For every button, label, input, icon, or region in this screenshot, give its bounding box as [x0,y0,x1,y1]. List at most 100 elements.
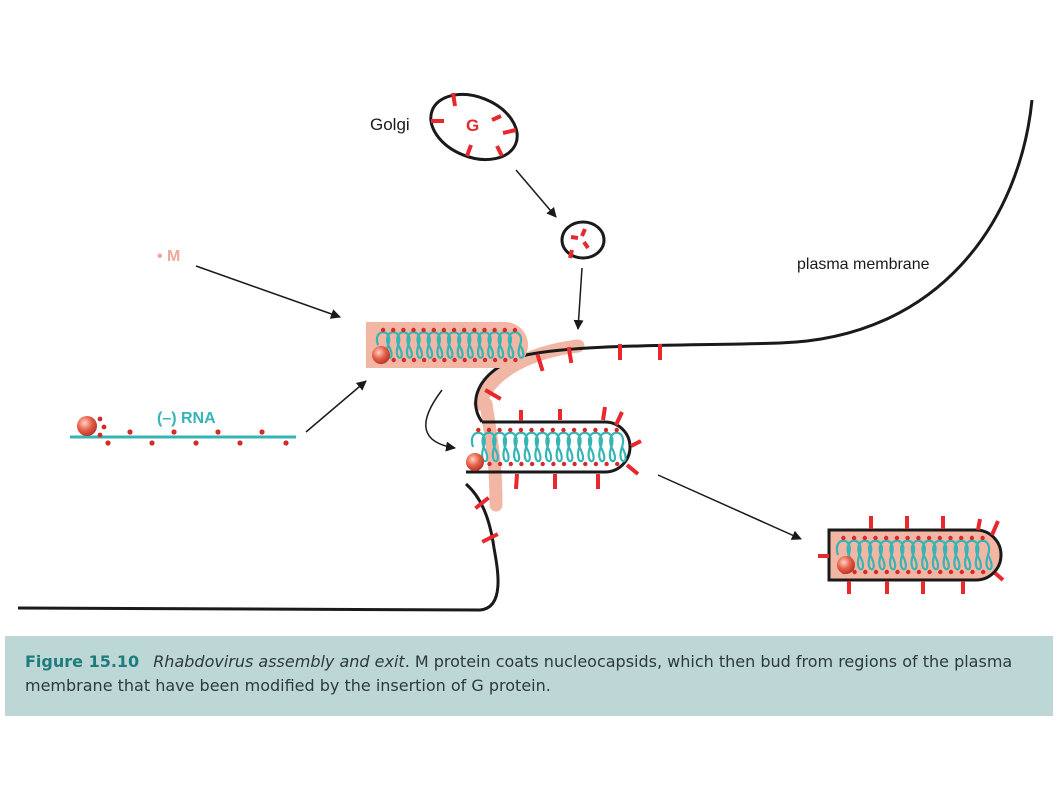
m-protein-dot [948,569,954,575]
m-protein-dot [614,427,619,433]
m-protein-dot [512,327,518,333]
m-protein-dot [540,427,545,433]
m-protein-dot [462,327,467,333]
m-protein-dot [884,535,889,541]
m-protein-dot [451,327,457,333]
m-protein-dot [529,427,534,433]
m-protein-dot [561,461,567,467]
rna-coil [470,431,627,463]
polymerase-icon [837,556,855,574]
m-protein-dot [508,427,513,433]
m-protein-dot [432,357,437,363]
m-protein-dot [519,461,524,467]
m-protein-dot [550,427,555,433]
m-protein-dot [411,357,417,363]
m-protein-dot [551,461,556,467]
m-protein-dot [583,461,588,467]
caption-text: . M protein coats nucleocapsids, which t… [25,652,1013,695]
m-protein-dot [442,357,447,363]
m-protein-dot [472,357,478,363]
rna-genome [70,416,296,446]
m-protein-dot [502,327,507,333]
m-protein-dot [851,535,857,541]
m-protein-dot [497,461,503,467]
m-protein-dot [873,569,879,575]
m-protein-dot [905,535,910,541]
m-protein-dot [571,427,577,433]
m-protein-dot [472,327,477,333]
m-protein-dot [852,569,857,575]
polymerase-icon [466,453,484,471]
m-protein-dot [862,535,867,541]
m-protein-dot [937,535,942,541]
m-protein-dot [529,461,535,467]
m-protein-dot [431,327,436,333]
pathway-arrows [195,169,802,540]
nucleocapsid-m-coated [366,322,528,368]
budding-nucleocapsid [466,406,642,490]
m-protein-dot [948,535,953,541]
m-protein-dot [441,327,447,333]
m-protein-dot [970,569,975,575]
m-protein-dot [561,427,566,433]
m-protein-dot [959,535,964,541]
m-protein-dot [503,357,508,363]
m-protein-dot [906,569,911,575]
polymerase-icon [372,346,390,364]
m-protein-dot [421,327,426,333]
m-protein-dot [508,461,513,467]
m-protein-dot [482,357,488,363]
m-protein-dot [540,461,545,467]
m-protein-dot [863,569,868,575]
m-protein-dot [593,461,599,467]
m-protein-dot [604,461,609,467]
m-protein-dot [894,535,900,541]
m-protein-dot [841,535,846,541]
m-protein-dot [603,427,609,433]
m-protein-dot [969,535,975,541]
m-protein-dot [615,461,620,467]
m-protein-dot [873,535,878,541]
m-protein-dot [938,569,943,575]
m-protein-dot [884,569,889,575]
m-protein-dot [462,357,467,363]
m-protein-dot [916,569,922,575]
m-protein-dot [452,357,457,363]
m-protein-dot [497,427,502,433]
m-protein-dot [492,357,498,363]
m-protein-dot [486,427,492,433]
m-protein-dot [476,427,481,433]
m-protein-dot [482,327,487,333]
m-protein-dot [980,535,985,541]
membrane-g-proteins [474,344,662,544]
m-protein-label: • M [157,248,180,265]
m-protein-dot [380,327,386,333]
m-protein-dot [518,427,524,433]
plasma-membrane-label: plasma membrane [797,256,930,273]
m-protein-dot [421,357,427,363]
m-protein-dot [411,327,416,333]
rna-label: (–) RNA [157,410,216,427]
m-protein-dot [916,535,921,541]
golgi-label: Golgi [370,115,410,134]
figure-caption: Figure 15.10 Rhabdovirus assembly and exi… [5,636,1053,716]
g-protein-label: G [466,116,479,135]
rna-coil [375,331,525,359]
m-protein-dot [391,327,396,333]
m-protein-dot [401,357,407,363]
transport-vesicle [560,220,606,260]
polymerase-icon [77,416,97,436]
rna-coil [835,539,993,571]
m-protein-dot [487,461,492,467]
m-protein-dot [927,569,932,575]
m-protein-dot [572,461,577,467]
m-protein-dot [926,535,932,541]
assembly-diagram: G Golgi • M (–) RNA [17,92,1034,612]
figure-number: Figure 15.10 [25,652,140,671]
m-protein-dot [981,569,986,575]
m-protein-dot [593,427,598,433]
plasma-membrane [17,99,1034,612]
golgi-vesicle: G [429,92,519,162]
m-protein-dot [492,327,497,333]
m-protein-dot [959,569,964,575]
